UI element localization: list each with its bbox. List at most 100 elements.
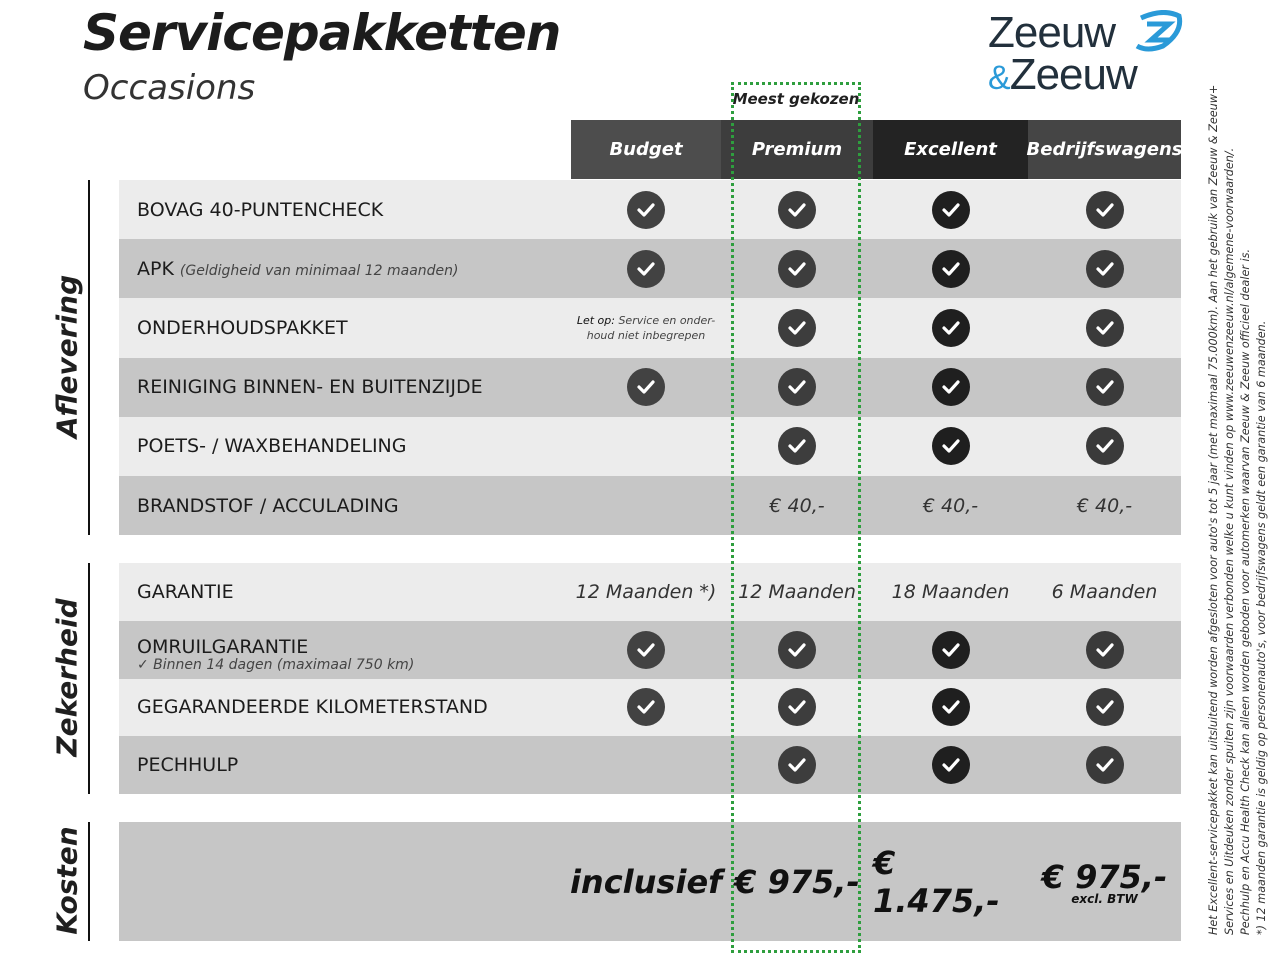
budget-note: Let op: Service en onder-houd niet inbeg… [576, 313, 716, 342]
cell-excellent [873, 180, 1028, 239]
footnote: Services en Uitdeuken zonder spuiten zij… [1223, 147, 1236, 935]
cell-excellent: 18 Maanden [891, 580, 1010, 603]
cell-premium [721, 736, 873, 794]
most-chosen-label: Meest gekozen [732, 90, 860, 108]
zeeuw-logo: Zeeuw &Zeeuw [988, 8, 1188, 103]
check-icon [778, 427, 816, 466]
cell-budget [571, 476, 721, 535]
section-divider [88, 563, 90, 795]
vat-note: excl. BTW [1071, 891, 1138, 906]
check-icon [1085, 427, 1124, 466]
cell-budget: 12 Maanden *) [575, 580, 717, 603]
column-header-premium: Premium [721, 120, 873, 179]
table-row: OMRUILGARANTIE ✓ Binnen 14 dagen (maximaa… [119, 620, 1181, 679]
table-row: GARANTIE 12 Maanden *) 12 Maanden 18 Maande… [119, 563, 1181, 621]
check-icon [778, 746, 816, 785]
table-row: REINIGING BINNEN- EN BUITENZIJDE [119, 357, 1181, 417]
section-label-zekerheid: Zekerheid [50, 597, 84, 757]
check-icon [778, 368, 816, 407]
check-icon [627, 368, 665, 407]
check-icon [1085, 368, 1124, 407]
cell-budget [571, 180, 721, 239]
cell-premium [721, 239, 873, 298]
check-icon [931, 746, 970, 785]
row-label: PECHHULP [137, 754, 239, 777]
cell-excellent [873, 621, 1028, 679]
cell-budget: Let op: Service en onder-houd niet inbeg… [571, 298, 721, 357]
cell-premium: € 40,- [769, 494, 825, 517]
table-row: BRANDSTOF / ACCULADING € 40,- € 40,- € 40,- [119, 476, 1181, 536]
check-icon [1085, 249, 1124, 288]
row-label: REINIGING BINNEN- EN BUITENZIJDE [137, 376, 483, 399]
cell-budget [571, 358, 721, 417]
cell-bedrijfswagens [1028, 239, 1181, 298]
check-icon [778, 308, 816, 347]
cell-bedrijfswagens: 6 Maanden [1051, 580, 1158, 603]
check-icon [931, 630, 970, 669]
table-row: PECHHULP [119, 736, 1181, 795]
cell-bedrijfswagens [1028, 417, 1181, 476]
cell-budget [571, 417, 721, 476]
row-label: GEGARANDEERDE KILOMETERSTAND [137, 696, 488, 719]
cell-budget [571, 239, 721, 298]
cell-premium [721, 621, 873, 679]
footnotes: Het Excellent-servicepakket kan uitsluit… [1206, 85, 1270, 935]
cell-excellent [873, 679, 1028, 737]
check-icon [778, 190, 816, 229]
check-icon [778, 688, 816, 727]
check-icon [1085, 630, 1124, 669]
cell-premium [721, 679, 873, 737]
check-icon [1085, 688, 1124, 727]
column-header-bedrijfswagens: Bedrijfswagens [1027, 120, 1183, 179]
cell-premium: 12 Maanden [738, 580, 856, 603]
row-label: POETS- / WAXBEHANDELING [137, 435, 407, 458]
section-divider [88, 822, 90, 941]
section-label-kosten: Kosten [50, 825, 84, 935]
cell-budget: inclusief [569, 862, 723, 901]
cell-excellent [873, 239, 1028, 298]
check-icon [627, 190, 665, 229]
check-icon [931, 308, 970, 347]
cell-excellent [873, 298, 1028, 357]
row-label: OMRUILGARANTIE [137, 635, 309, 658]
section-label-aflevering: Aflevering [50, 274, 84, 438]
table-row: inclusief € 975,- € 1.475,- € 975,- excl. BT… [119, 822, 1181, 941]
cell-budget [571, 621, 721, 679]
footnote: *) 12 maanden garantie is geldig op pers… [1255, 320, 1268, 935]
table-row: APK (Geldigheid van minimaal 12 maanden) [119, 239, 1181, 299]
check-icon [778, 630, 816, 669]
row-subnote: ✓ Binnen 14 dagen (maximaal 750 km) [137, 656, 415, 673]
column-header-budget: Budget [571, 120, 721, 179]
cell-excellent: € 40,- [922, 494, 979, 517]
row-label: APK (Geldigheid van minimaal 12 maanden) [137, 257, 459, 280]
check-icon [931, 688, 970, 727]
check-icon [1085, 746, 1124, 785]
logo-line-2: &Zeeuw [988, 50, 1138, 99]
cell-premium [721, 180, 873, 239]
table-row: BOVAG 40-PUNTENCHECK [119, 180, 1181, 240]
row-note: (Geldigheid van minimaal 12 maanden) [179, 262, 459, 279]
check-icon [931, 427, 970, 466]
table-row: POETS- / WAXBEHANDELING [119, 416, 1181, 476]
check-icon [1085, 308, 1124, 347]
footnote: Het Excellent-servicepakket kan uitsluit… [1207, 84, 1220, 935]
cell-bedrijfswagens [1028, 298, 1181, 357]
check-icon [627, 630, 665, 669]
row-label: BRANDSTOF / ACCULADING [137, 494, 399, 517]
cell-premium [721, 417, 873, 476]
page-title: Servicepakketten [83, 4, 561, 62]
cell-bedrijfswagens [1028, 180, 1181, 239]
page-subtitle: Occasions [83, 68, 256, 108]
section-divider [88, 180, 90, 536]
cell-premium: € 975,- [734, 862, 860, 901]
cell-bedrijfswagens [1028, 736, 1181, 794]
cell-premium [721, 298, 873, 357]
check-icon [778, 249, 816, 288]
footnote: Pechhulp en Accu Health Check kan alleen… [1239, 248, 1252, 935]
check-icon [931, 190, 970, 229]
cell-budget [571, 736, 721, 794]
table-row: ONDERHOUDSPAKKET Let op: Service en onder… [119, 298, 1181, 358]
cell-bedrijfswagens [1028, 358, 1181, 417]
cell-excellent [873, 736, 1028, 794]
cell-bedrijfswagens: € 40,- [1076, 494, 1133, 517]
